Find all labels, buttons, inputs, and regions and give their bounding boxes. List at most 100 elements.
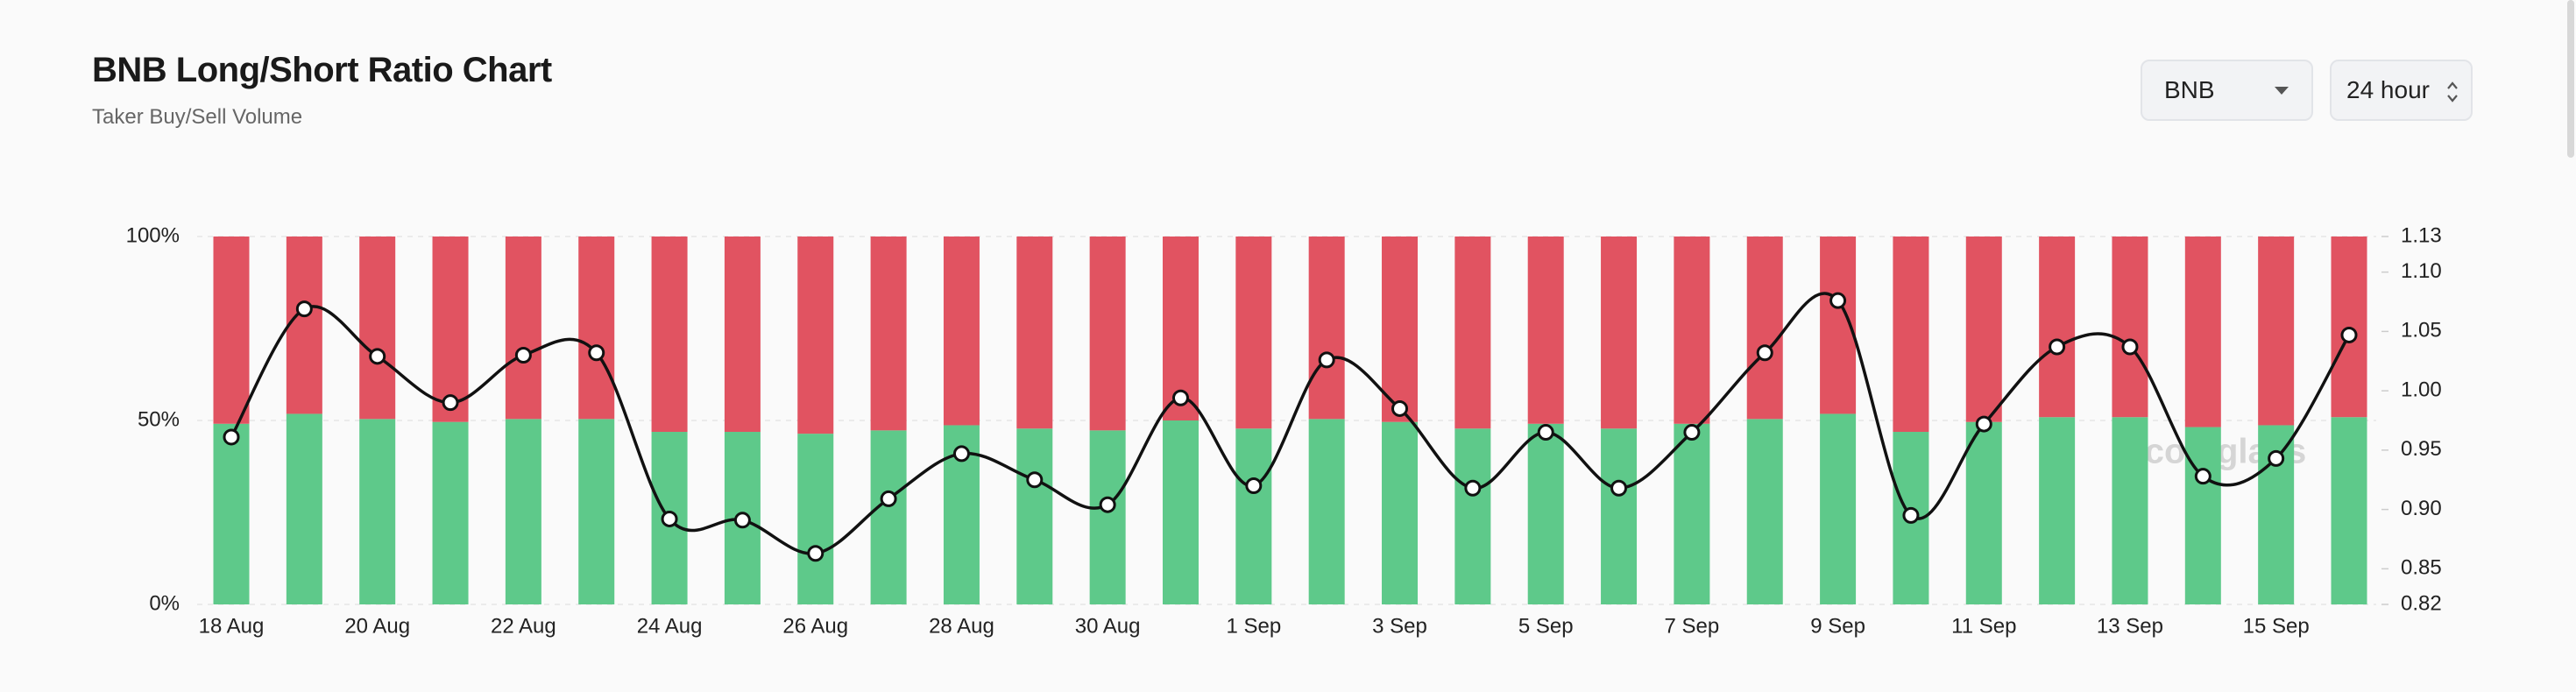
bar-segment	[1016, 428, 1053, 604]
x-tick-label: 9 Sep	[1810, 614, 1865, 638]
bar-segment	[1382, 421, 1419, 604]
x-tick-label: 5 Sep	[1518, 614, 1574, 638]
ratio-point	[1610, 479, 1628, 497]
bar-segment	[505, 237, 541, 420]
x-tick-label: 11 Sep	[1951, 614, 2016, 638]
y2-tick-label: 1.10	[2401, 259, 2442, 283]
bar-segment	[797, 237, 834, 434]
bar-segment	[1527, 237, 1564, 424]
ratio-point	[1902, 506, 1920, 524]
chart-subtitle: Taker Buy/Sell Volume	[92, 105, 303, 129]
bar-segment	[213, 237, 250, 424]
y2-tick-label: 1.00	[2401, 378, 2442, 401]
bar-segment	[2258, 237, 2295, 426]
ratio-point	[1099, 496, 1116, 513]
y2-tick-label: 1.13	[2401, 223, 2442, 247]
bar-segment	[286, 413, 322, 604]
ratio-point	[2268, 449, 2285, 467]
ratio-point	[1391, 399, 1409, 417]
x-tick-label: 26 Aug	[782, 614, 848, 638]
ratio-point	[442, 394, 459, 412]
ratio-point	[2194, 468, 2212, 485]
bar-segment	[1235, 237, 1272, 429]
x-tick-label: 15 Sep	[2243, 614, 2310, 638]
bar-segment	[870, 237, 907, 431]
bar-segment	[1965, 237, 2002, 422]
bar-segment	[797, 434, 834, 604]
bar-segment	[578, 237, 615, 420]
ratio-point	[514, 346, 532, 364]
bar-segment	[870, 430, 907, 604]
ratio-point	[295, 300, 313, 318]
y-tick-label: 50%	[138, 407, 180, 431]
bar-segment	[2039, 237, 2076, 418]
x-tick-label: 30 Aug	[1075, 614, 1141, 638]
x-tick-label: 20 Aug	[344, 614, 410, 638]
symbol-value: BNB	[2164, 76, 2215, 103]
y2-tick-label: 0.95	[2401, 437, 2442, 461]
bar-segment	[432, 237, 469, 422]
bar-segment	[359, 237, 396, 420]
ratio-point	[1537, 424, 1554, 441]
bar-segment	[943, 237, 980, 426]
bar-segment	[1454, 237, 1491, 429]
y2-tick-label: 0.90	[2401, 497, 2442, 520]
x-tick-label: 24 Aug	[637, 614, 703, 638]
bar-segment	[1162, 420, 1199, 604]
x-tick-label: 28 Aug	[929, 614, 994, 638]
ratio-point	[1171, 389, 1189, 406]
ratio-point	[2121, 338, 2139, 356]
ratio-point	[2340, 326, 2358, 343]
x-tick-label: 13 Sep	[2097, 614, 2163, 638]
bar-segment	[2112, 417, 2148, 604]
bar-segment	[1527, 423, 1564, 604]
x-tick-label: 1 Sep	[1226, 614, 1281, 638]
bar-segment	[505, 419, 541, 604]
ratio-point	[807, 545, 824, 562]
x-tick-label: 7 Sep	[1665, 614, 1720, 638]
updown-icon	[2447, 81, 2458, 102]
scrollbar[interactable]	[2567, 0, 2574, 158]
bar-segment	[2039, 417, 2076, 604]
bar-segment	[1965, 421, 2002, 604]
bar-segment	[1746, 419, 1783, 604]
bar-segment	[1674, 423, 1710, 604]
bar-segment	[1820, 413, 1857, 604]
interval-value: 24 hour	[2346, 76, 2430, 103]
ratio-point	[1683, 424, 1701, 441]
bar-segment	[1893, 237, 1929, 433]
bar-segment	[1382, 237, 1419, 422]
ratio-point	[733, 512, 751, 529]
ratio-point	[1975, 415, 1992, 433]
ratio-point	[1829, 292, 1847, 309]
ratio-point	[369, 348, 386, 365]
ratio-point	[2049, 338, 2066, 356]
ratio-point	[1318, 351, 1335, 369]
bar-segment	[1235, 428, 1272, 604]
y2-tick-label: 0.82	[2401, 591, 2442, 615]
bar-segment	[2184, 237, 2221, 427]
bar-segment	[1674, 237, 1710, 424]
bar-segment	[1601, 428, 1638, 604]
y2-tick-label: 1.05	[2401, 319, 2442, 342]
bar-segment	[578, 419, 615, 604]
ratio-point	[661, 510, 678, 527]
ratio-point	[1464, 479, 1482, 497]
bar-segment	[1746, 237, 1783, 420]
bar-segment	[359, 419, 396, 604]
bar-segment	[2184, 427, 2221, 604]
ratio-point	[588, 344, 605, 362]
y-tick-label: 0%	[149, 591, 180, 615]
x-tick-label: 22 Aug	[491, 614, 556, 638]
x-tick-label: 18 Aug	[199, 614, 265, 638]
bar-segment	[1454, 428, 1491, 604]
bar-segment	[724, 237, 761, 433]
symbol-select[interactable]: BNB	[2141, 60, 2313, 121]
bar-segment	[2331, 417, 2367, 604]
bar-segment	[286, 237, 322, 414]
x-tick-label: 3 Sep	[1372, 614, 1427, 638]
bar-segment	[1089, 430, 1126, 604]
interval-select[interactable]: 24 hour	[2330, 60, 2473, 121]
bar-segment	[1601, 237, 1638, 429]
